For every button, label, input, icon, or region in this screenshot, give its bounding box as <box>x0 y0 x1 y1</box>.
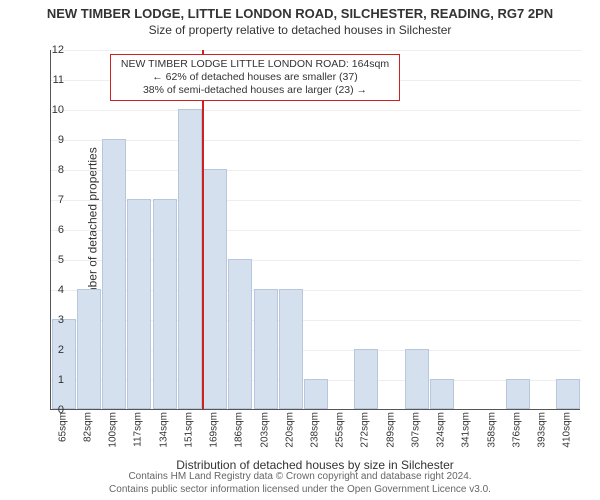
histogram-bar <box>430 379 454 409</box>
callout-line-3: 38% of semi-detached houses are larger (… <box>117 84 393 97</box>
x-tick-label: 358sqm <box>486 412 497 448</box>
x-tick-label: 410sqm <box>562 412 573 448</box>
y-tick-label: 0 <box>44 404 64 416</box>
histogram-bar <box>127 199 151 409</box>
page-subtitle: Size of property relative to detached ho… <box>0 21 600 37</box>
property-marker-line <box>202 50 204 409</box>
x-tick-label: 203sqm <box>259 412 270 448</box>
y-tick-label: 11 <box>44 74 64 86</box>
histogram-bar <box>153 199 177 409</box>
y-tick-label: 12 <box>44 44 64 56</box>
x-tick-label: 65sqm <box>57 412 68 442</box>
x-tick-label: 82sqm <box>82 412 93 442</box>
x-tick-label: 289sqm <box>385 412 396 448</box>
histogram-bar <box>254 289 278 409</box>
gridline <box>51 170 581 171</box>
histogram-bar <box>506 379 530 409</box>
histogram-bar <box>203 169 227 409</box>
histogram-bar <box>228 259 252 409</box>
histogram-bar <box>77 289 101 409</box>
x-tick-label: 238sqm <box>310 412 321 448</box>
histogram-bar <box>304 379 328 409</box>
x-tick-label: 393sqm <box>537 412 548 448</box>
x-tick-label: 134sqm <box>158 412 169 448</box>
callout-line-2: ← 62% of detached houses are smaller (37… <box>117 71 393 84</box>
y-tick-label: 10 <box>44 104 64 116</box>
x-tick-label: 100sqm <box>108 412 119 448</box>
footer-line-2: Contains public sector information licen… <box>0 483 600 496</box>
histogram-bar <box>405 349 429 409</box>
histogram-bar <box>178 109 202 409</box>
x-tick-label: 255sqm <box>335 412 346 448</box>
x-tick-label: 151sqm <box>183 412 194 448</box>
x-tick-label: 186sqm <box>234 412 245 448</box>
x-tick-label: 341sqm <box>461 412 472 448</box>
footer: Contains HM Land Registry data © Crown c… <box>0 470 600 496</box>
plot-area <box>50 50 580 410</box>
x-tick-label: 272sqm <box>360 412 371 448</box>
y-tick-label: 4 <box>44 284 64 296</box>
histogram-bar <box>279 289 303 409</box>
x-tick-label: 324sqm <box>436 412 447 448</box>
x-tick-label: 376sqm <box>511 412 522 448</box>
histogram-bar <box>52 319 76 409</box>
page-title: NEW TIMBER LODGE, LITTLE LONDON ROAD, SI… <box>0 0 600 21</box>
marker-callout: NEW TIMBER LODGE LITTLE LONDON ROAD: 164… <box>110 54 400 101</box>
gridline <box>51 50 581 51</box>
callout-line-1: NEW TIMBER LODGE LITTLE LONDON ROAD: 164… <box>117 58 393 71</box>
histogram-bar <box>102 139 126 409</box>
gridline <box>51 110 581 111</box>
histogram-chart: Number of detached properties Distributi… <box>50 50 580 410</box>
y-tick-label: 6 <box>44 224 64 236</box>
y-tick-label: 7 <box>44 194 64 206</box>
x-tick-label: 307sqm <box>410 412 421 448</box>
x-tick-label: 169sqm <box>209 412 220 448</box>
y-tick-label: 2 <box>44 344 64 356</box>
footer-line-1: Contains HM Land Registry data © Crown c… <box>0 470 600 483</box>
y-tick-label: 5 <box>44 254 64 266</box>
gridline <box>51 140 581 141</box>
y-tick-label: 9 <box>44 134 64 146</box>
x-tick-label: 220sqm <box>284 412 295 448</box>
y-tick-label: 3 <box>44 314 64 326</box>
histogram-bar <box>354 349 378 409</box>
y-tick-label: 1 <box>44 374 64 386</box>
x-tick-label: 117sqm <box>133 412 144 447</box>
histogram-bar <box>556 379 580 409</box>
y-tick-label: 8 <box>44 164 64 176</box>
